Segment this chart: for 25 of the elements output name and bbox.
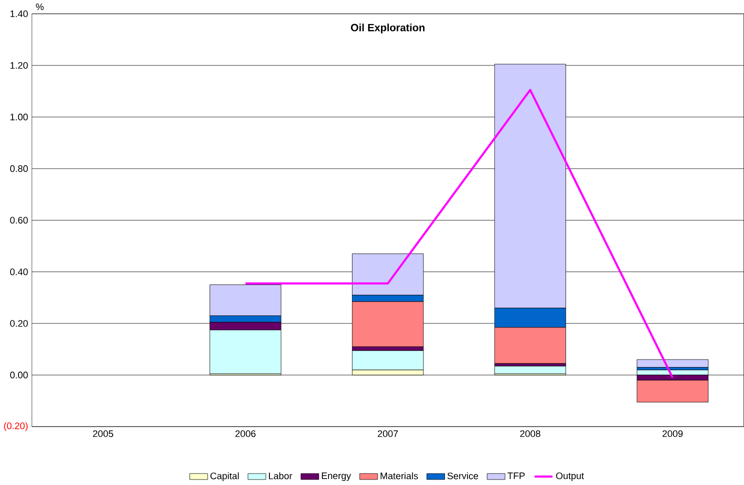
y-tick-label: 1.00 [10, 114, 28, 120]
legend-label: Capital [210, 472, 239, 482]
text: Oil Exploration [350, 24, 424, 34]
y-tick-label: 0.40 [10, 268, 28, 276]
y-axis-title: % [36, 4, 44, 10]
bar [494, 366, 566, 374]
legend-label: Materials [380, 472, 418, 480]
y-tick-label: 0.80 [10, 165, 28, 172]
x-tick-label: 2008 [520, 430, 540, 438]
legend-label: Energy [322, 472, 352, 481]
legend-label: TFP [508, 472, 525, 480]
legend-label: Output [556, 472, 584, 482]
x-tick-label: 2007 [378, 430, 398, 438]
y-tick-label: 0.20 [10, 320, 28, 327]
x-tick-label: 2006 [235, 430, 256, 438]
x-tick-label: 2009 [662, 430, 683, 438]
bar [636, 359, 708, 368]
y-tick-label: 0.60 [10, 216, 28, 224]
y-tick-label: 1.40 [10, 10, 28, 18]
legend-label: Labor [268, 472, 292, 480]
y-tick-label: 1.20 [10, 62, 28, 69]
x-tick-label: 2005 [93, 430, 114, 438]
legend-label: Service [447, 472, 478, 480]
y-tick-label: (0.20) [4, 422, 28, 432]
y-tick-label: 0.00 [10, 372, 28, 378]
